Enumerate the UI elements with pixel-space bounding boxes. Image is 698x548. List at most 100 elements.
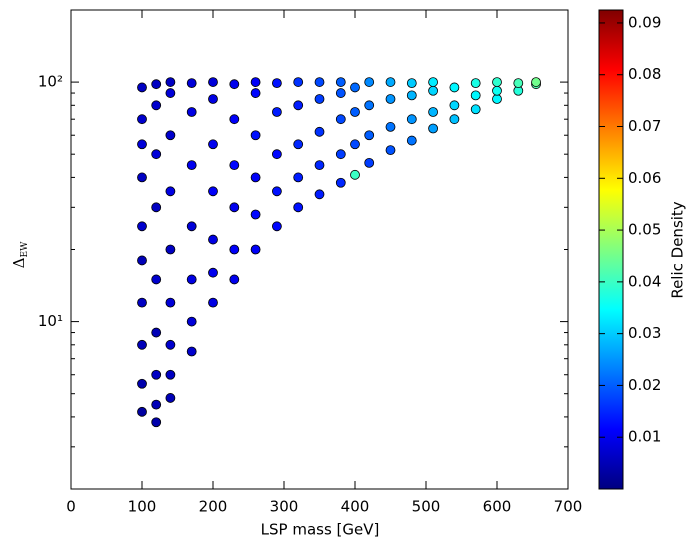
point <box>137 255 147 266</box>
plot-area <box>71 10 568 489</box>
point <box>137 114 147 125</box>
point <box>428 77 439 87</box>
colorbar-tick-label: 0.07 <box>628 117 661 135</box>
point <box>186 107 197 117</box>
point <box>137 297 147 308</box>
point <box>250 172 261 183</box>
point <box>208 77 218 87</box>
point <box>151 274 162 285</box>
point <box>271 221 282 232</box>
x-tick-label: 500 <box>412 498 441 516</box>
point <box>428 123 439 134</box>
point <box>208 267 218 278</box>
point <box>151 369 162 380</box>
x-axis-label: LSP mass [GeV] <box>261 521 380 539</box>
point <box>165 369 176 380</box>
point <box>250 244 261 255</box>
point <box>271 186 282 197</box>
y-axis-label: ΔEW <box>10 241 30 268</box>
point <box>151 327 162 338</box>
point <box>335 149 346 160</box>
x-tick-label: 700 <box>554 498 583 516</box>
point <box>470 90 481 101</box>
point <box>165 77 176 87</box>
point <box>137 339 147 350</box>
point <box>165 88 176 98</box>
x-tick-label: 200 <box>199 498 228 516</box>
point <box>165 186 176 197</box>
point <box>186 274 197 285</box>
colorbar-tick-label: 0.08 <box>628 65 661 83</box>
point <box>271 78 282 89</box>
colorbar-tick-label: 0.03 <box>628 324 661 342</box>
y-tick-label: 10¹ <box>38 312 63 330</box>
colorbar-tick-label: 0.05 <box>628 221 661 239</box>
point <box>314 77 325 87</box>
colorbar-tick-label: 0.06 <box>628 169 661 187</box>
point <box>492 85 502 96</box>
point <box>406 90 417 101</box>
point <box>449 114 460 125</box>
point <box>165 297 176 308</box>
point <box>271 149 282 160</box>
point <box>229 114 240 125</box>
y-axis-label-main: Δ <box>10 257 28 268</box>
point <box>137 172 147 183</box>
point <box>531 77 541 87</box>
point <box>137 82 147 93</box>
point <box>165 244 176 255</box>
point <box>492 77 502 87</box>
point <box>208 297 218 308</box>
x-tick-label: 100 <box>128 498 157 516</box>
point <box>151 149 162 160</box>
point <box>428 107 439 117</box>
point <box>137 406 147 417</box>
point <box>314 189 325 200</box>
point <box>385 145 396 156</box>
point <box>208 94 218 104</box>
point <box>186 221 197 232</box>
x-tick-label: 300 <box>270 498 299 516</box>
point <box>406 114 417 125</box>
point <box>428 85 439 96</box>
point <box>293 139 304 150</box>
point <box>165 130 176 141</box>
point <box>314 126 325 137</box>
points <box>137 77 541 428</box>
x-tick-label: 600 <box>483 498 512 516</box>
point <box>335 77 346 87</box>
point <box>350 107 360 117</box>
point <box>229 244 240 255</box>
point <box>137 139 147 150</box>
colorbar <box>599 10 623 489</box>
point <box>250 209 261 220</box>
colorbar-frame <box>598 9 624 490</box>
point <box>151 399 162 410</box>
point <box>406 135 417 146</box>
y-tick-label: 10² <box>38 73 63 91</box>
point <box>165 393 176 403</box>
point <box>335 114 346 125</box>
point <box>350 169 360 180</box>
point <box>470 78 481 89</box>
point <box>293 77 304 87</box>
point <box>137 378 147 389</box>
point <box>335 177 346 188</box>
point <box>385 122 396 132</box>
point <box>364 100 375 111</box>
point <box>513 78 524 89</box>
point <box>385 77 396 87</box>
point <box>364 77 375 87</box>
colorbar-tick-label: 0.01 <box>628 428 661 446</box>
x-tick-label: 400 <box>341 498 370 516</box>
point <box>293 172 304 183</box>
point <box>208 139 218 150</box>
colorbar-tick-label: 0.04 <box>628 272 661 290</box>
point <box>314 94 325 104</box>
point <box>186 78 197 89</box>
point <box>151 417 162 428</box>
point <box>229 160 240 171</box>
colorbar-tick-label: 0.02 <box>628 376 661 394</box>
point <box>208 186 218 197</box>
